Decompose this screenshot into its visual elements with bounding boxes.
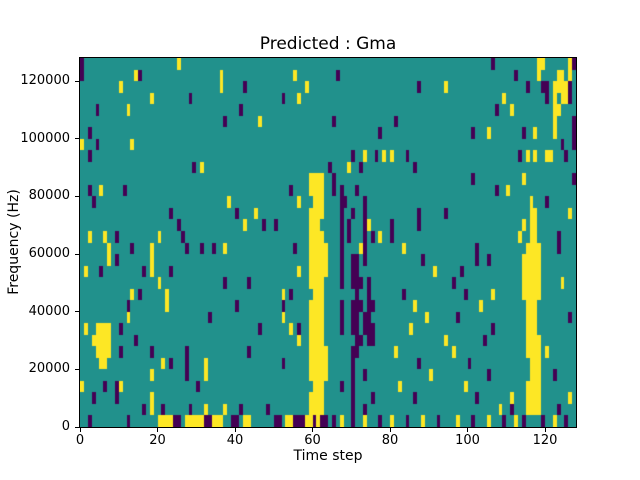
- y-axis-label: Frequency (Hz): [6, 189, 22, 295]
- y-tick-label: 40000: [28, 303, 70, 319]
- y-tick-mark: [75, 368, 79, 370]
- x-tick-label: 100: [455, 433, 480, 448]
- x-tick-mark: [157, 428, 158, 432]
- x-tick-mark: [79, 428, 81, 432]
- y-tick-label: 80000: [28, 188, 70, 204]
- x-tick-mark: [312, 428, 313, 432]
- y-tick-mark: [75, 138, 79, 140]
- x-tick-label: 40: [226, 433, 244, 448]
- y-tick-label: 100000: [20, 130, 70, 146]
- x-tick-label: 0: [75, 433, 85, 448]
- y-tick-label: 0: [61, 419, 70, 434]
- y-tick-mark: [75, 80, 79, 82]
- x-tick-mark: [544, 428, 546, 432]
- y-tick-mark: [75, 195, 79, 197]
- x-tick-mark: [389, 428, 391, 432]
- plot-area: [79, 57, 577, 428]
- y-tick-mark: [75, 426, 79, 428]
- x-tick-label: 60: [304, 433, 321, 448]
- x-tick-label: 120: [532, 433, 558, 448]
- x-tick-mark: [234, 428, 236, 432]
- y-tick-label: 120000: [20, 73, 70, 89]
- y-tick-mark: [75, 253, 79, 255]
- heatmap-canvas: [80, 58, 576, 427]
- x-tick-label: 20: [149, 433, 166, 448]
- y-tick-label: 20000: [28, 361, 70, 377]
- x-axis-label: Time step: [293, 448, 363, 464]
- y-tick-mark: [75, 311, 79, 313]
- x-tick-mark: [467, 428, 468, 432]
- x-tick-label: 80: [381, 433, 399, 448]
- y-tick-label: 60000: [28, 246, 70, 262]
- chart-title: Predicted : Gma: [259, 34, 397, 54]
